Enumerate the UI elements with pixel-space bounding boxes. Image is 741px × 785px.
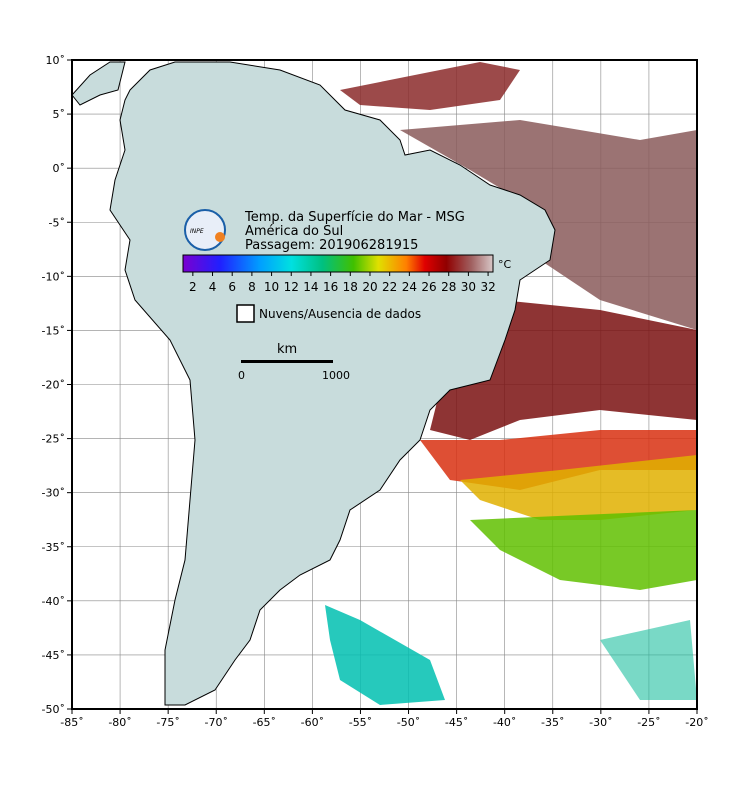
x-tick-label: -20˚ [685, 716, 708, 729]
colorbar-tick-label: 30 [461, 280, 476, 294]
colorbar-unit: °C [498, 258, 512, 271]
colorbar-tick-label: 10 [264, 280, 279, 294]
colorbar-tick-label: 2 [189, 280, 197, 294]
scale-end: 1000 [322, 369, 350, 382]
region: América do Sul [245, 224, 343, 239]
x-tick-label: -60˚ [301, 716, 324, 729]
colorbar-tick-label: 24 [402, 280, 417, 294]
logo [184, 209, 226, 251]
x-tick-label: -45˚ [445, 716, 468, 729]
colorbar-tick-label: 16 [323, 280, 338, 294]
x-tick-label: -50˚ [397, 716, 420, 729]
x-tick-label: -30˚ [589, 716, 612, 729]
y-tick-label: -50˚ [42, 703, 65, 716]
title-block: INPE Temp. da Superfície do Mar - MSG Am… [184, 209, 465, 253]
colorbar-tick-label: 22 [382, 280, 397, 294]
colorbar-tick-label: 12 [284, 280, 299, 294]
x-tick-label: -80˚ [108, 716, 131, 729]
scale-unit: km [277, 342, 297, 357]
logo-text: INPE [190, 228, 204, 235]
y-tick-label: -45˚ [42, 649, 65, 662]
x-tick-label: -40˚ [493, 716, 516, 729]
colorbar-tick-label: 20 [362, 280, 377, 294]
x-tick-label: -70˚ [204, 716, 227, 729]
colorbar-tick-label: 14 [303, 280, 318, 294]
y-tick-label: -40˚ [42, 595, 65, 608]
colorbar-tick-label: 8 [248, 280, 256, 294]
legend-label: Nuvens/Ausencia de dados [259, 307, 421, 321]
scale-line [241, 360, 333, 363]
scale-bar: km 0 1000 [238, 342, 350, 382]
title: Temp. da Superfície do Mar - MSG [244, 210, 465, 225]
colorbar-tick-label: 26 [421, 280, 436, 294]
x-tick-label: -55˚ [349, 716, 372, 729]
y-tick-label: -35˚ [42, 541, 65, 554]
x-tick-label: -35˚ [541, 716, 564, 729]
x-tick-label: -85˚ [60, 716, 83, 729]
x-tick-label: -75˚ [156, 716, 179, 729]
colorbar-tick-label: 32 [480, 280, 495, 294]
legend-swatch [236, 304, 255, 323]
y-tick-label: -20˚ [42, 379, 65, 392]
y-tick-label: -15˚ [42, 324, 65, 337]
y-tick-label: 10˚ [46, 54, 66, 67]
colorbar-tick-label: 4 [209, 280, 217, 294]
y-tick-label: -5˚ [49, 216, 65, 229]
colorbar [182, 254, 494, 273]
y-tick-label: -25˚ [42, 433, 65, 446]
x-tick-label: -65˚ [253, 716, 276, 729]
colorbar-tick-label: 18 [343, 280, 358, 294]
y-tick-label: -30˚ [42, 487, 65, 500]
x-tick-label: -25˚ [637, 716, 660, 729]
colorbar-tick-label: 28 [441, 280, 456, 294]
logo-dot [215, 232, 225, 242]
colorbar-tick-label: 6 [228, 280, 236, 294]
y-tick-label: -10˚ [42, 270, 65, 283]
y-tick-label: 0˚ [53, 162, 66, 175]
pass-time: Passagem: 201906281915 [245, 238, 418, 253]
scale-start: 0 [238, 369, 245, 382]
y-tick-label: 5˚ [53, 108, 66, 121]
